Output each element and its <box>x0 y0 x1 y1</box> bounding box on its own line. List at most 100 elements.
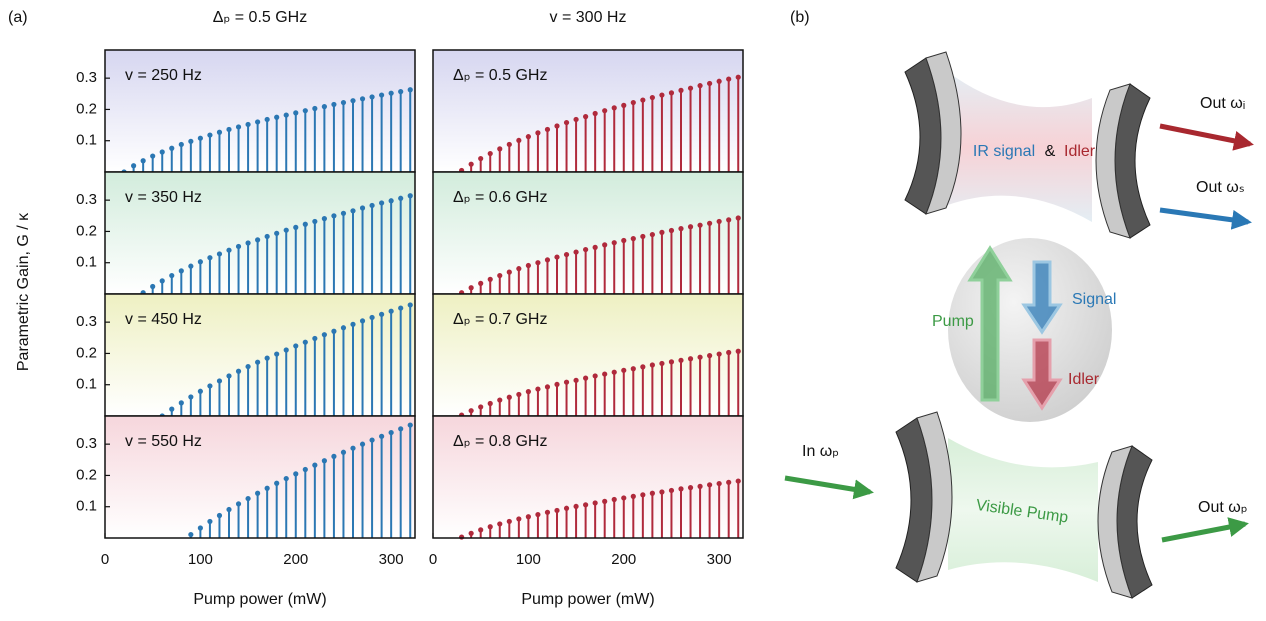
stem <box>478 280 484 294</box>
arrow <box>1159 123 1254 151</box>
stem <box>735 348 741 416</box>
stem <box>611 496 617 538</box>
stem <box>697 222 703 294</box>
stem <box>640 97 646 172</box>
stem <box>554 381 560 416</box>
y-tick-label: 0.3 <box>76 69 97 86</box>
stem <box>563 251 570 294</box>
stem <box>207 255 213 294</box>
stem <box>592 373 598 416</box>
stem <box>188 138 194 172</box>
stem <box>379 311 385 416</box>
idler-arrow <box>1021 338 1063 411</box>
stem <box>283 347 289 416</box>
stem <box>630 236 636 294</box>
stem <box>150 153 156 172</box>
stem <box>726 217 732 294</box>
stem <box>312 462 318 538</box>
stem <box>563 505 570 538</box>
stem <box>687 85 694 172</box>
diagram: (b) IR signal & Idler Out ωᵢ Out ωₛ Pump… <box>784 9 1254 599</box>
stem <box>487 150 493 172</box>
stem <box>506 141 512 172</box>
stem <box>487 524 493 538</box>
stem <box>312 105 318 172</box>
y-tick-label: 0.2 <box>76 344 97 361</box>
stem <box>687 485 694 538</box>
stem <box>716 351 722 416</box>
stem <box>525 389 531 416</box>
stem <box>235 124 242 172</box>
stem <box>668 90 675 172</box>
arrow <box>784 475 874 500</box>
stem <box>255 119 261 172</box>
stem <box>544 126 551 172</box>
stem <box>188 394 194 416</box>
stem <box>321 216 327 294</box>
mirror <box>1097 445 1133 599</box>
stem <box>621 102 627 172</box>
stem <box>169 406 175 416</box>
chart-panel: Δₚ = 0.6 GHz <box>432 171 744 296</box>
stem <box>407 422 413 538</box>
stem <box>554 123 560 172</box>
stem <box>602 108 608 172</box>
stem <box>544 257 551 294</box>
stem <box>735 74 741 172</box>
stem <box>340 325 347 416</box>
plot-frame <box>432 415 744 539</box>
y-tick-label: 0.2 <box>76 222 97 239</box>
stem <box>611 105 617 172</box>
annotation: Δₚ = 0.6 GHz <box>453 189 547 206</box>
panel-label: (a) <box>8 9 28 26</box>
stem <box>293 224 299 294</box>
stem <box>716 480 722 538</box>
stem <box>264 116 270 172</box>
stem <box>197 135 203 172</box>
stem <box>707 220 713 294</box>
stem <box>331 328 337 416</box>
stem <box>487 276 493 294</box>
stem <box>388 308 394 416</box>
stem <box>398 195 404 294</box>
y-tick-label: 0.3 <box>76 435 97 452</box>
stem <box>369 94 375 172</box>
stem <box>379 92 385 172</box>
stem <box>525 262 531 294</box>
x-axis-label: Pump power (mW) <box>521 591 654 608</box>
stem <box>602 371 608 416</box>
annotation: v = 450 Hz <box>125 311 202 328</box>
stem <box>478 527 484 538</box>
stem <box>245 240 251 294</box>
stem <box>407 87 413 172</box>
stem <box>159 149 165 172</box>
stem <box>340 99 347 172</box>
annotation: v = 250 Hz <box>125 67 202 84</box>
stem <box>216 129 223 172</box>
stem <box>293 471 299 538</box>
stem <box>131 163 137 172</box>
stem <box>207 518 213 538</box>
stem <box>573 116 579 172</box>
chart-panel: 0 100 200 300 Δₚ = 0.8 GHz <box>429 415 744 568</box>
stem <box>535 511 541 538</box>
stem <box>583 114 589 172</box>
stem <box>525 134 531 172</box>
y-tick-label: 0.2 <box>76 100 97 117</box>
stem <box>274 351 280 416</box>
chart-panel: Δₚ = 0.7 GHz <box>432 293 744 418</box>
stem <box>398 426 404 538</box>
stem <box>350 208 356 294</box>
stem <box>506 394 512 416</box>
stem <box>516 391 522 416</box>
panel-label: (b) <box>790 9 810 26</box>
x-tick-label: 0 <box>101 551 109 568</box>
y-tick-label: 0.1 <box>76 498 97 515</box>
stem <box>697 354 703 416</box>
pump-arrow <box>967 245 1013 402</box>
stem <box>369 437 375 538</box>
stem <box>226 506 232 538</box>
stem <box>573 503 579 538</box>
stem <box>621 367 627 416</box>
stem <box>359 205 366 294</box>
